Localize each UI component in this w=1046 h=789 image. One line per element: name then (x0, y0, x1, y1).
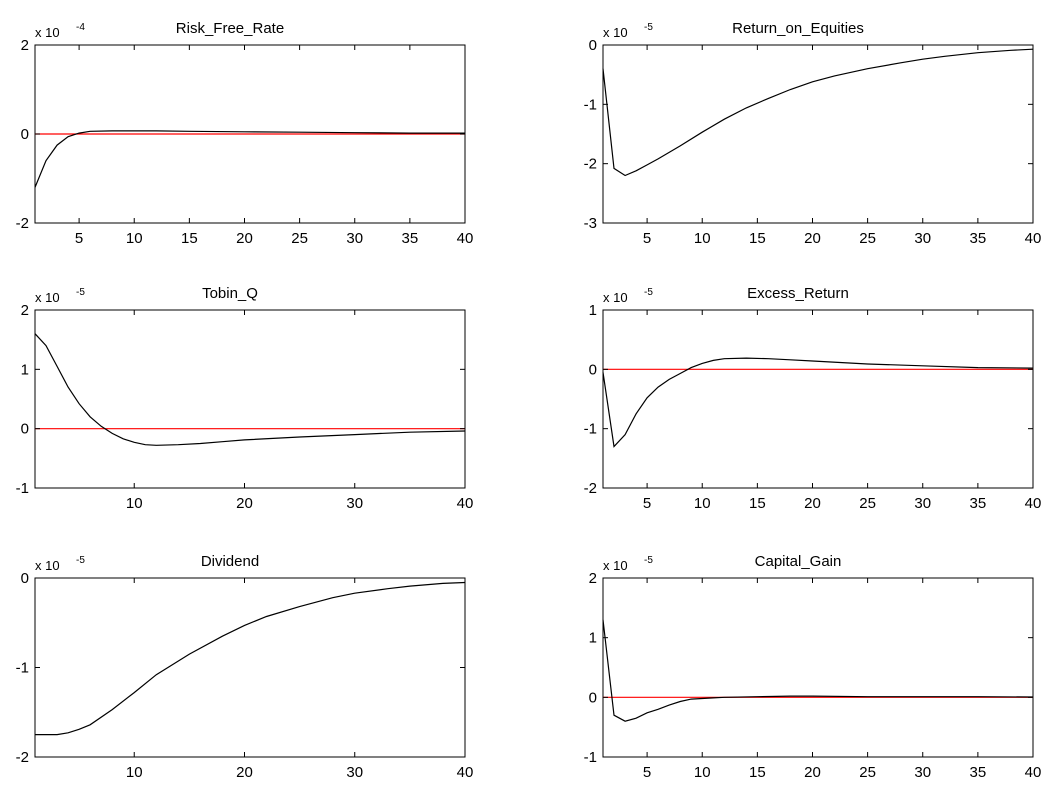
series-line-1 (602, 357, 1034, 448)
subplot-title: Dividend (201, 553, 259, 570)
exponent-label: x 10 (603, 25, 628, 40)
x-tick-label: 30 (346, 764, 363, 781)
exponent-superscript: -5 (76, 555, 85, 566)
x-tick-label: 20 (236, 230, 253, 247)
y-tick-label: 2 (21, 302, 29, 319)
x-tick-label: 40 (457, 495, 474, 512)
y-tick-label: 0 (21, 421, 29, 438)
y-tick-label: 1 (21, 361, 29, 378)
x-tick-label: 20 (804, 495, 821, 512)
x-tick-label: 10 (126, 764, 143, 781)
x-tick-label: 35 (402, 230, 419, 247)
x-tick-label: 35 (970, 230, 987, 247)
x-tick-label: 30 (914, 495, 931, 512)
x-tick-label: 30 (914, 230, 931, 247)
x-tick-label: 15 (749, 764, 766, 781)
x-tick-label: 25 (859, 230, 876, 247)
subplot-title: Tobin_Q (202, 285, 258, 302)
x-tick-label: 10 (694, 495, 711, 512)
subplot-title: Excess_Return (747, 285, 849, 302)
x-tick-label: 30 (346, 495, 363, 512)
exponent-label: x 10 (35, 290, 60, 305)
y-tick-label: 2 (589, 570, 597, 587)
subplot-3: 10 20 30 40 -1 0 1 2 x 10 -5 Tobin_Q (16, 285, 474, 512)
x-tick-label: 40 (1025, 495, 1042, 512)
y-tick-label: 0 (21, 570, 29, 587)
x-tick-label: 25 (291, 230, 308, 247)
x-tick-label: 40 (1025, 764, 1042, 781)
subplot-4: 5 10 15 20 25 30 35 40 -2 -1 0 1 x 10 -5 Excess_Return (584, 285, 1042, 512)
exponent-superscript: -5 (644, 22, 653, 33)
x-tick-label: 15 (749, 495, 766, 512)
series-line-1 (602, 48, 1034, 177)
x-tick-label: 35 (970, 495, 987, 512)
exponent-label: x 10 (603, 290, 628, 305)
x-tick-label: 5 (643, 495, 651, 512)
x-tick-label: 35 (970, 764, 987, 781)
subplot-6: 5 10 15 20 25 30 35 40 -1 0 1 2 x 10 -5 Capital_Gain (584, 553, 1042, 781)
x-tick-label: 20 (804, 230, 821, 247)
y-tick-label: 0 (589, 37, 597, 54)
x-tick-label: 20 (804, 764, 821, 781)
y-tick-label: 0 (21, 126, 29, 143)
y-tick-label: -2 (584, 156, 597, 173)
series-line-1 (35, 581, 466, 736)
x-tick-label: 15 (749, 230, 766, 247)
x-tick-label: 5 (75, 230, 83, 247)
y-tick-label: 1 (589, 630, 597, 647)
x-tick-label: 30 (346, 230, 363, 247)
y-tick-label: -1 (16, 660, 29, 677)
exponent-superscript: -5 (76, 287, 85, 298)
x-tick-label: 20 (236, 764, 253, 781)
axes-box (34, 309, 466, 489)
x-tick-label: 5 (643, 230, 651, 247)
exponent-superscript: -5 (644, 555, 653, 566)
x-tick-label: 25 (859, 764, 876, 781)
x-tick-label: 40 (1025, 230, 1042, 247)
x-tick-label: 25 (859, 495, 876, 512)
subplot-title: Risk_Free_Rate (176, 20, 284, 37)
subplot-5: 10 20 30 40 -2 -1 0 x 10 -5 Dividend (16, 553, 474, 781)
y-tick-label: 0 (589, 361, 597, 378)
y-tick-label: 1 (589, 302, 597, 319)
exponent-superscript: -5 (644, 287, 653, 298)
axes-box (602, 44, 1034, 224)
y-tick-label: -2 (16, 215, 29, 232)
exponent-label: x 10 (35, 25, 60, 40)
x-tick-label: 10 (126, 495, 143, 512)
axes-box (34, 577, 466, 758)
x-tick-label: 10 (694, 764, 711, 781)
exponent-label: x 10 (603, 558, 628, 573)
y-tick-label: -2 (16, 749, 29, 766)
x-tick-label: 40 (457, 764, 474, 781)
series-line-1 (34, 130, 465, 188)
x-tick-label: 40 (457, 230, 474, 247)
y-tick-label: -2 (584, 480, 597, 497)
subplot-1: 5 10 15 20 25 30 35 40 -2 0 2 x 10 -4 Risk_Free_Rate (16, 20, 474, 247)
x-tick-label: 10 (694, 230, 711, 247)
y-tick-label: 2 (21, 37, 29, 54)
y-tick-label: -1 (584, 96, 597, 113)
exponent-superscript: -4 (76, 22, 85, 33)
subplot-2: 5 10 15 20 25 30 35 40 -3 -2 -1 0 x 10 -5 Return_on_Eq… (584, 20, 1042, 247)
y-tick-label: -3 (584, 215, 597, 232)
exponent-label: x 10 (35, 558, 60, 573)
y-tick-label: -1 (16, 480, 29, 497)
x-tick-label: 10 (126, 230, 143, 247)
axes-box (602, 577, 1034, 758)
series-line-1 (34, 333, 466, 446)
series-line-1 (602, 619, 1034, 722)
axes-box (602, 309, 1034, 489)
x-tick-label: 20 (236, 495, 253, 512)
x-tick-label: 30 (914, 764, 931, 781)
y-tick-label: 0 (589, 689, 597, 706)
x-tick-label: 15 (181, 230, 198, 247)
subplot-title: Capital_Gain (755, 553, 842, 570)
y-tick-label: -1 (584, 421, 597, 438)
x-tick-label: 5 (643, 764, 651, 781)
subplot-title: Return_on_Equities (732, 20, 864, 37)
y-tick-label: -1 (584, 749, 597, 766)
